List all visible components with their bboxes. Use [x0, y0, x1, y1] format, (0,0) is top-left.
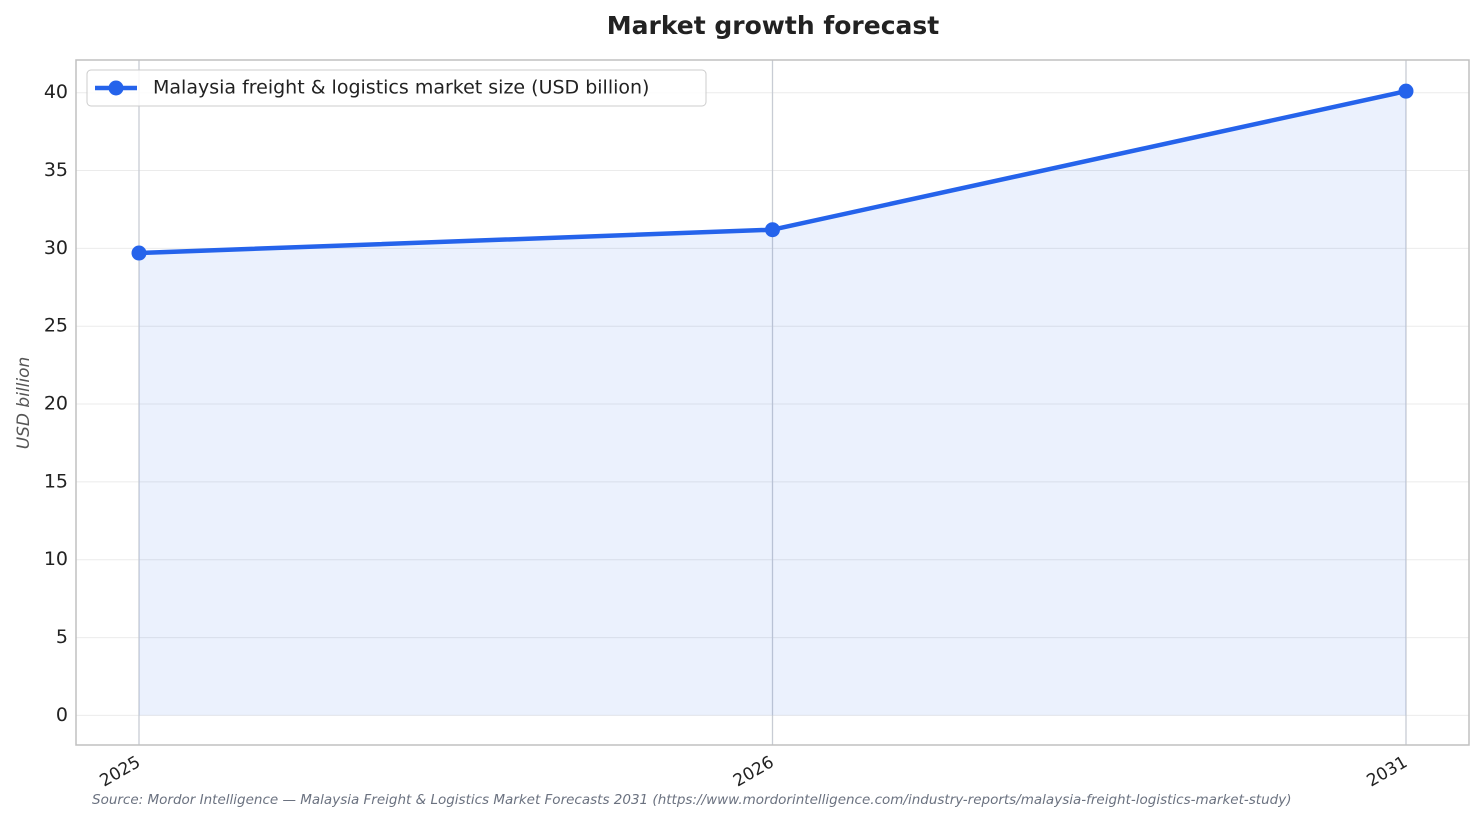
x-tick-label: 2025	[97, 752, 144, 791]
y-axis-label: USD billion	[14, 357, 34, 450]
y-tick-label: 20	[44, 393, 68, 415]
legend-box	[86, 69, 707, 107]
legend-label: Malaysia freight & logistics market size…	[153, 77, 649, 99]
y-tick-label: 5	[56, 626, 68, 648]
x-tick-label: 2031	[1364, 752, 1411, 791]
y-tick-label: 35	[44, 159, 68, 181]
source-note: Source: Mordor Intelligence — Malaysia F…	[92, 792, 1291, 808]
point	[131, 245, 147, 261]
point	[1398, 83, 1414, 99]
area-fill	[139, 91, 1406, 716]
y-tick-label: 40	[44, 81, 68, 103]
y-tick-label: 30	[44, 237, 68, 259]
y-tick-label: 10	[44, 548, 68, 570]
y-tick-label: 15	[44, 470, 68, 492]
x-tick-label: 2026	[730, 752, 777, 791]
y-tick-label: 25	[44, 315, 68, 337]
legend-marker	[108, 80, 124, 96]
plot-frame	[75, 59, 1470, 746]
chart-title: Market growth forecast	[607, 11, 939, 40]
legend: Malaysia freight & logistics market size…	[86, 69, 707, 107]
y-tick-label: 0	[56, 704, 68, 726]
point	[765, 222, 780, 238]
